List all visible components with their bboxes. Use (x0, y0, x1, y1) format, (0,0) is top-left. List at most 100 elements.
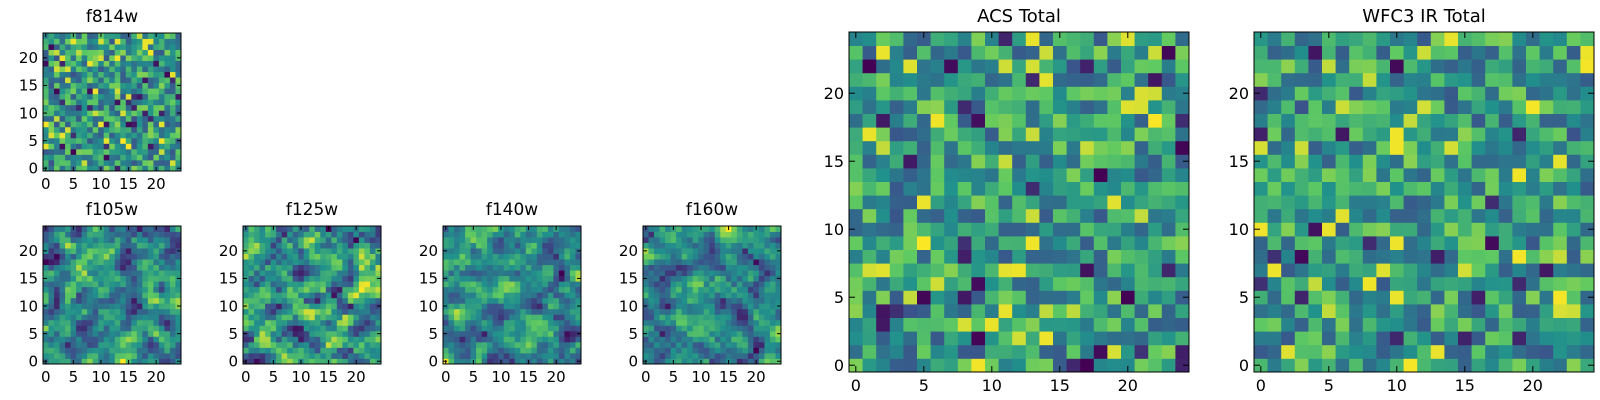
heatmap-cell (659, 303, 666, 310)
heatmap-cell (1417, 331, 1432, 346)
x-tick-label: 5 (69, 175, 79, 193)
heatmap-cell (1267, 222, 1282, 237)
heatmap-cell (1012, 208, 1027, 223)
heatmap-cell (481, 297, 488, 304)
heatmap-cell (70, 308, 77, 315)
heatmap-cell (998, 195, 1013, 210)
heatmap-cell (175, 88, 182, 95)
heatmap-cell (481, 264, 488, 271)
heatmap-cell (109, 325, 116, 332)
heatmap-cell (353, 330, 360, 337)
heatmap-cell (1121, 181, 1135, 196)
heatmap-cell (169, 319, 176, 326)
heatmap-cell (1485, 317, 1500, 332)
heatmap-cell (303, 281, 310, 288)
y-tick-label: 15 (19, 77, 38, 95)
heatmap-cell (320, 286, 327, 293)
heatmap-cell (769, 336, 776, 343)
heatmap-cell (342, 325, 349, 332)
heatmap-cell (175, 143, 182, 150)
heatmap-cell (1107, 317, 1122, 332)
heatmap-cell (120, 154, 127, 161)
heatmap-cell (1553, 222, 1568, 237)
heatmap-cell (175, 99, 182, 106)
heatmap-cell (70, 270, 77, 277)
heatmap-cell (1322, 195, 1336, 210)
heatmap-cell (114, 281, 121, 288)
heatmap-cell (670, 303, 677, 310)
heatmap-cell (1053, 331, 1067, 346)
heatmap-cell (889, 140, 904, 155)
heatmap-cell (742, 248, 749, 254)
heatmap-cell (1417, 249, 1432, 264)
heatmap-cell (889, 181, 904, 196)
heatmap-cell (742, 231, 749, 238)
heatmap-cell (54, 115, 60, 122)
heatmap-cell (944, 276, 959, 291)
heatmap-cell (353, 253, 360, 260)
heatmap-cell (43, 38, 49, 45)
heatmap-cell (1362, 168, 1377, 182)
heatmap-cell (1349, 154, 1364, 169)
heatmap-cell (276, 303, 283, 310)
heatmap-cell (92, 148, 99, 155)
heatmap-cell (1430, 317, 1445, 332)
heatmap-cell (153, 237, 160, 243)
heatmap-cell (298, 347, 305, 354)
heatmap-cell (109, 259, 116, 266)
heatmap-cell (747, 231, 754, 238)
heatmap-cell (1553, 290, 1568, 305)
heatmap-cell (1335, 344, 1350, 359)
heatmap-cell (742, 226, 749, 232)
heatmap-cell (48, 49, 55, 56)
heatmap-cell (1254, 154, 1268, 169)
heatmap-cell (492, 281, 499, 288)
heatmap-cell (1107, 263, 1122, 278)
heatmap-cell (43, 253, 49, 260)
heatmap-cell (525, 352, 532, 359)
heatmap-cell (169, 110, 176, 117)
heatmap-cell (448, 341, 455, 348)
heatmap-cell (142, 55, 149, 61)
heatmap-cell (736, 292, 743, 299)
heatmap-cell (287, 253, 294, 260)
x-tick-label: 20 (547, 368, 566, 386)
heatmap-cell (158, 121, 165, 128)
heatmap-cell (292, 237, 299, 243)
heatmap-cell (153, 308, 160, 315)
heatmap-cell (531, 341, 538, 348)
x-tick-label: 20 (1523, 376, 1543, 395)
heatmap-cell (1012, 263, 1027, 278)
heatmap-cell (1376, 317, 1391, 332)
heatmap-cell (547, 336, 554, 343)
heatmap-cell (1294, 304, 1309, 318)
heatmap-cell (109, 115, 116, 122)
heatmap-cell (889, 208, 904, 223)
heatmap-cell (59, 347, 66, 354)
heatmap-cell (742, 358, 749, 365)
heatmap-cell (103, 347, 110, 354)
heatmap-cell (1322, 32, 1336, 46)
heatmap-cell (270, 308, 277, 315)
heatmap-cell (98, 330, 105, 337)
heatmap-cell (114, 270, 121, 277)
heatmap-cell (470, 330, 477, 337)
heatmap-cell (59, 308, 66, 315)
heatmap-cell (325, 253, 332, 260)
y-tick-label: 20 (219, 242, 238, 260)
heatmap-cell (1066, 45, 1081, 60)
heatmap-cell (265, 259, 271, 266)
heatmap-cell (136, 121, 143, 128)
heatmap-cell (1267, 236, 1282, 250)
heatmap-cell (731, 231, 738, 238)
heatmap-cell (676, 330, 683, 337)
heatmap-cell (564, 303, 571, 310)
heatmap-cell (259, 352, 266, 359)
heatmap-cell (125, 231, 132, 238)
heatmap-cell (65, 82, 71, 89)
heatmap-cell (142, 88, 149, 95)
heatmap-cell (1539, 181, 1554, 196)
heatmap-cell (65, 325, 71, 332)
heatmap-cell (876, 86, 891, 101)
heatmap-cell (1308, 195, 1323, 210)
